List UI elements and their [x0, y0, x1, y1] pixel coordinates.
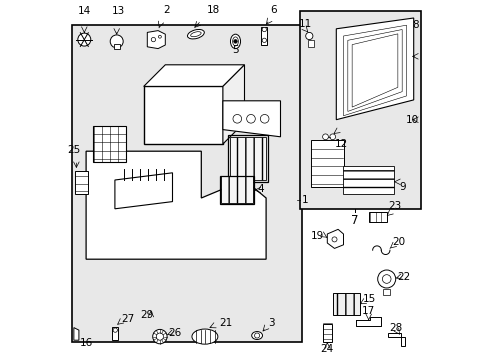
Polygon shape: [223, 65, 244, 144]
Text: 16: 16: [80, 338, 93, 348]
Bar: [75, 171, 88, 194]
Circle shape: [232, 114, 241, 123]
Circle shape: [382, 275, 390, 283]
Text: 17: 17: [361, 306, 375, 316]
Bar: [322, 324, 331, 342]
Polygon shape: [143, 65, 244, 86]
Text: 19: 19: [310, 231, 323, 241]
Circle shape: [254, 333, 259, 338]
Circle shape: [329, 134, 335, 140]
Circle shape: [262, 27, 266, 32]
Bar: [307, 40, 313, 47]
Bar: [143, 86, 223, 144]
Text: 18: 18: [206, 5, 220, 15]
Text: 20: 20: [391, 237, 405, 247]
Text: 24: 24: [320, 344, 333, 354]
Text: 25: 25: [67, 145, 80, 155]
Text: 1: 1: [302, 195, 308, 205]
Bar: [220, 176, 254, 204]
Bar: [332, 293, 359, 315]
Circle shape: [262, 38, 266, 42]
Text: 26: 26: [167, 328, 181, 338]
Ellipse shape: [230, 34, 240, 49]
Text: 4: 4: [257, 184, 263, 194]
Bar: [310, 140, 343, 187]
Circle shape: [305, 32, 312, 40]
Polygon shape: [336, 18, 413, 120]
Circle shape: [246, 114, 255, 123]
Circle shape: [377, 270, 395, 288]
FancyBboxPatch shape: [72, 25, 302, 342]
Text: 12: 12: [334, 139, 347, 149]
Text: 13: 13: [112, 6, 125, 16]
Bar: [221, 176, 253, 203]
Text: 3: 3: [267, 318, 274, 328]
Text: 2: 2: [163, 5, 170, 15]
Circle shape: [110, 35, 123, 48]
Text: 29: 29: [141, 310, 154, 320]
Circle shape: [233, 40, 237, 43]
Text: 8: 8: [412, 20, 418, 30]
Polygon shape: [326, 229, 343, 248]
Ellipse shape: [251, 332, 262, 339]
Bar: [112, 327, 118, 340]
Text: 22: 22: [397, 272, 410, 282]
Bar: [261, 27, 266, 45]
Text: 7: 7: [350, 214, 358, 227]
Polygon shape: [387, 333, 404, 346]
Polygon shape: [115, 173, 172, 209]
Polygon shape: [74, 328, 79, 340]
Circle shape: [78, 33, 91, 46]
Text: 21: 21: [219, 318, 232, 328]
Circle shape: [322, 134, 328, 140]
Text: 27: 27: [121, 314, 134, 324]
Circle shape: [113, 328, 117, 332]
Text: 6: 6: [269, 5, 276, 15]
Polygon shape: [147, 31, 165, 49]
Text: 14: 14: [78, 6, 91, 16]
Text: 28: 28: [389, 323, 402, 333]
Ellipse shape: [190, 32, 201, 37]
Bar: [93, 126, 125, 162]
Circle shape: [152, 329, 167, 344]
Circle shape: [260, 114, 268, 123]
Bar: [382, 289, 389, 295]
Bar: [114, 44, 120, 49]
Circle shape: [156, 333, 163, 340]
Polygon shape: [86, 151, 265, 259]
Text: 15: 15: [363, 294, 376, 304]
FancyBboxPatch shape: [300, 11, 420, 209]
Ellipse shape: [232, 37, 238, 46]
Circle shape: [331, 237, 336, 242]
Text: 10: 10: [405, 115, 418, 125]
Text: 11: 11: [299, 19, 312, 29]
Bar: [343, 166, 393, 194]
Text: 5: 5: [232, 45, 238, 55]
Text: 9: 9: [399, 182, 405, 192]
Bar: [368, 212, 386, 222]
Bar: [230, 137, 265, 180]
Bar: [228, 135, 267, 182]
Text: 23: 23: [387, 201, 401, 211]
Ellipse shape: [187, 30, 204, 39]
Circle shape: [151, 37, 155, 42]
Polygon shape: [223, 101, 280, 137]
Circle shape: [158, 35, 161, 38]
Ellipse shape: [192, 329, 218, 344]
